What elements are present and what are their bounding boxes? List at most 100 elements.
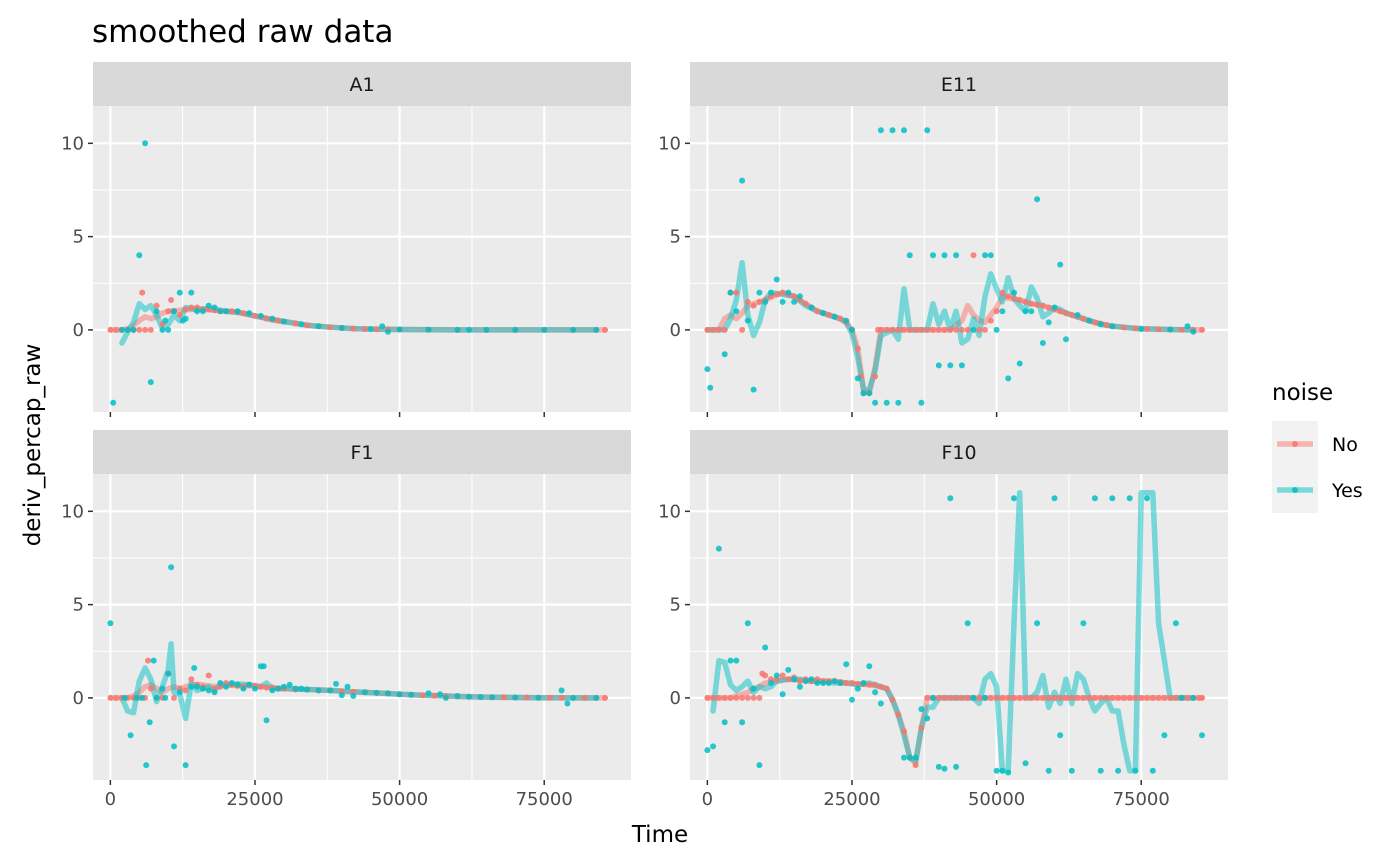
data-point-yes	[1045, 319, 1052, 326]
data-point-yes	[344, 683, 351, 690]
data-point-no	[361, 326, 368, 332]
data-point-yes	[1057, 261, 1064, 268]
data-point-no	[976, 326, 983, 333]
data-point-no	[1011, 295, 1017, 302]
data-point-yes	[211, 304, 218, 311]
data-point-no	[558, 694, 565, 701]
data-point-no	[935, 326, 942, 333]
data-point-no	[849, 680, 855, 686]
data-point-yes	[1034, 620, 1041, 627]
panel-background	[690, 474, 1228, 780]
data-point-yes	[721, 351, 728, 358]
data-point-no	[263, 684, 270, 691]
data-point-no	[895, 326, 902, 333]
y-tick-label: 0	[73, 320, 84, 341]
data-point-yes	[768, 289, 774, 296]
data-point-no	[1063, 694, 1069, 701]
x-tick-label: 25000	[226, 789, 283, 810]
data-point-yes	[1051, 304, 1058, 311]
data-point-yes	[808, 304, 815, 311]
data-point-no	[773, 291, 780, 298]
data-point-yes	[1184, 323, 1191, 330]
data-point-yes	[541, 326, 548, 333]
data-point-yes	[425, 326, 432, 333]
data-point-yes	[872, 399, 879, 406]
data-point-no	[924, 694, 931, 701]
data-point-yes	[1005, 769, 1012, 776]
data-point-yes	[246, 310, 253, 317]
data-point-no	[275, 317, 282, 324]
data-point-no	[779, 289, 786, 296]
data-point-yes	[831, 678, 838, 685]
data-point-yes	[1167, 326, 1174, 333]
data-point-yes	[796, 683, 803, 690]
data-point-no	[976, 694, 983, 701]
facet-strip	[690, 430, 1228, 474]
data-point-yes	[849, 696, 855, 703]
data-point-yes	[1097, 321, 1104, 328]
legend-label: No	[1332, 434, 1358, 456]
panel-data	[704, 127, 1205, 406]
data-point-yes	[535, 694, 542, 701]
data-point-yes	[153, 308, 160, 315]
panel-data	[107, 564, 608, 769]
data-point-yes	[947, 495, 954, 502]
data-point-yes	[570, 326, 577, 333]
legend-key-point	[1292, 441, 1298, 447]
data-point-no	[228, 308, 235, 315]
data-point-no	[153, 302, 160, 309]
data-point-yes	[1034, 196, 1041, 203]
data-point-yes	[338, 325, 345, 331]
x-tick-label: 50000	[371, 789, 428, 810]
data-point-no	[704, 694, 711, 701]
data-point-yes	[762, 644, 769, 651]
data-point-no	[1126, 694, 1133, 701]
data-point-no	[107, 326, 114, 333]
data-point-yes	[906, 754, 913, 761]
data-point-no	[721, 694, 728, 701]
data-point-yes	[1190, 328, 1197, 335]
data-point-no	[1034, 694, 1041, 701]
data-point-yes	[1022, 760, 1029, 767]
data-point-yes	[1057, 732, 1064, 739]
data-point-no	[263, 315, 270, 322]
data-point-no	[1184, 694, 1191, 701]
data-point-yes	[901, 127, 907, 134]
data-point-no	[796, 678, 803, 685]
data-point-yes	[168, 564, 175, 571]
data-point-no	[1132, 694, 1139, 701]
y-tick-label: 5	[73, 595, 84, 616]
y-axis-title: deriv_percap_raw	[20, 344, 46, 547]
data-point-no	[1028, 694, 1035, 701]
x-tick-label: 25000	[823, 789, 880, 810]
data-point-yes	[570, 694, 577, 701]
y-tick-label: 0	[73, 688, 84, 709]
data-point-no	[935, 694, 942, 701]
data-point-yes	[217, 680, 224, 686]
facet-strip	[93, 430, 631, 474]
data-point-yes	[941, 765, 948, 772]
data-point-yes	[1086, 317, 1093, 324]
facet-strip-label: E11	[941, 74, 977, 96]
data-point-yes	[756, 762, 763, 769]
legend-entry-yes: Yes	[1272, 467, 1363, 513]
data-point-yes	[118, 326, 125, 333]
data-point-no	[733, 289, 740, 296]
data-point-no	[953, 326, 960, 333]
data-point-yes	[1011, 289, 1017, 296]
data-point-yes	[970, 326, 977, 333]
data-point-yes	[454, 326, 461, 333]
data-point-yes	[217, 308, 224, 315]
data-point-yes	[854, 685, 861, 692]
data-point-yes	[512, 326, 519, 333]
data-point-yes	[205, 687, 212, 694]
data-point-yes	[1132, 767, 1139, 774]
data-point-no	[912, 762, 919, 769]
data-point-yes	[721, 719, 728, 726]
data-point-no	[802, 300, 809, 307]
data-point-yes	[564, 700, 571, 707]
data-point-yes	[367, 326, 374, 332]
data-point-no	[182, 306, 189, 313]
data-point-no	[843, 680, 850, 686]
